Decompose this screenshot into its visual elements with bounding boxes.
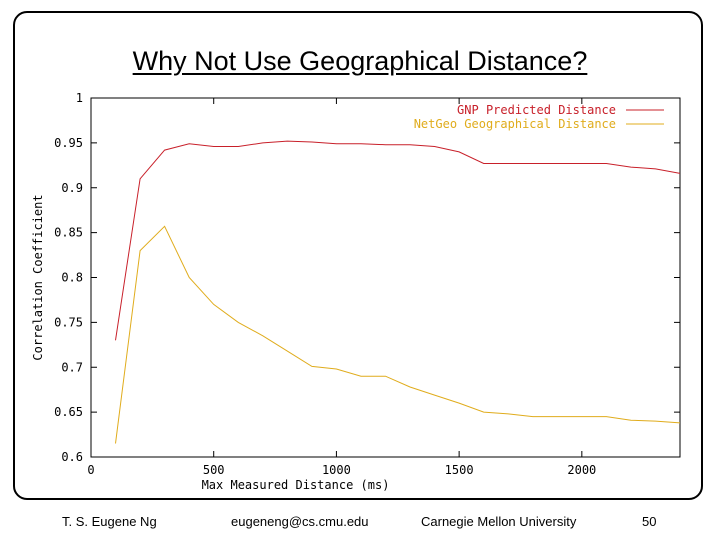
slide-title: Why Not Use Geographical Distance?	[132, 46, 588, 76]
legend-label: GNP Predicted Distance	[457, 103, 616, 117]
y-tick-label: 0.9	[61, 181, 83, 195]
x-axis-label: Max Measured Distance (ms)	[202, 478, 390, 492]
y-tick-label: 1	[76, 91, 83, 105]
x-tick-label: 0	[87, 463, 94, 477]
footer-page-number: 50	[642, 514, 657, 529]
y-tick-label: 0.75	[54, 315, 83, 329]
series-line-2	[115, 225, 681, 444]
y-tick-label: 0.95	[54, 136, 83, 150]
y-tick-label: 0.6	[61, 450, 83, 464]
plot-border	[90, 97, 681, 458]
y-tick-label: 0.85	[54, 226, 83, 240]
y-axis-label: Correlation Coefficient	[31, 194, 45, 360]
x-tick-label: 2000	[567, 463, 596, 477]
y-tick-label: 0.8	[61, 271, 83, 285]
x-tick-label: 1500	[445, 463, 474, 477]
footer-institution: Carnegie Mellon University	[421, 514, 577, 529]
slide-frame	[13, 11, 703, 500]
plot-area: 0.6 0.65 0.7 0.75 0.8 0.85 0.9 0.95 1 0 500 1000 150…	[31, 91, 681, 492]
y-tick-label: 0.65	[54, 405, 83, 419]
y-tick-label: 0.7	[61, 360, 83, 374]
footer-author: T. S. Eugene Ng	[62, 514, 157, 529]
x-tick-label: 1000	[322, 463, 351, 477]
x-tick-label: 500	[203, 463, 225, 477]
footer-email: eugeneng@cs.cmu.edu	[231, 514, 369, 529]
series-line-1	[115, 140, 681, 341]
legend-label: NetGeo Geographical Distance	[414, 117, 616, 131]
